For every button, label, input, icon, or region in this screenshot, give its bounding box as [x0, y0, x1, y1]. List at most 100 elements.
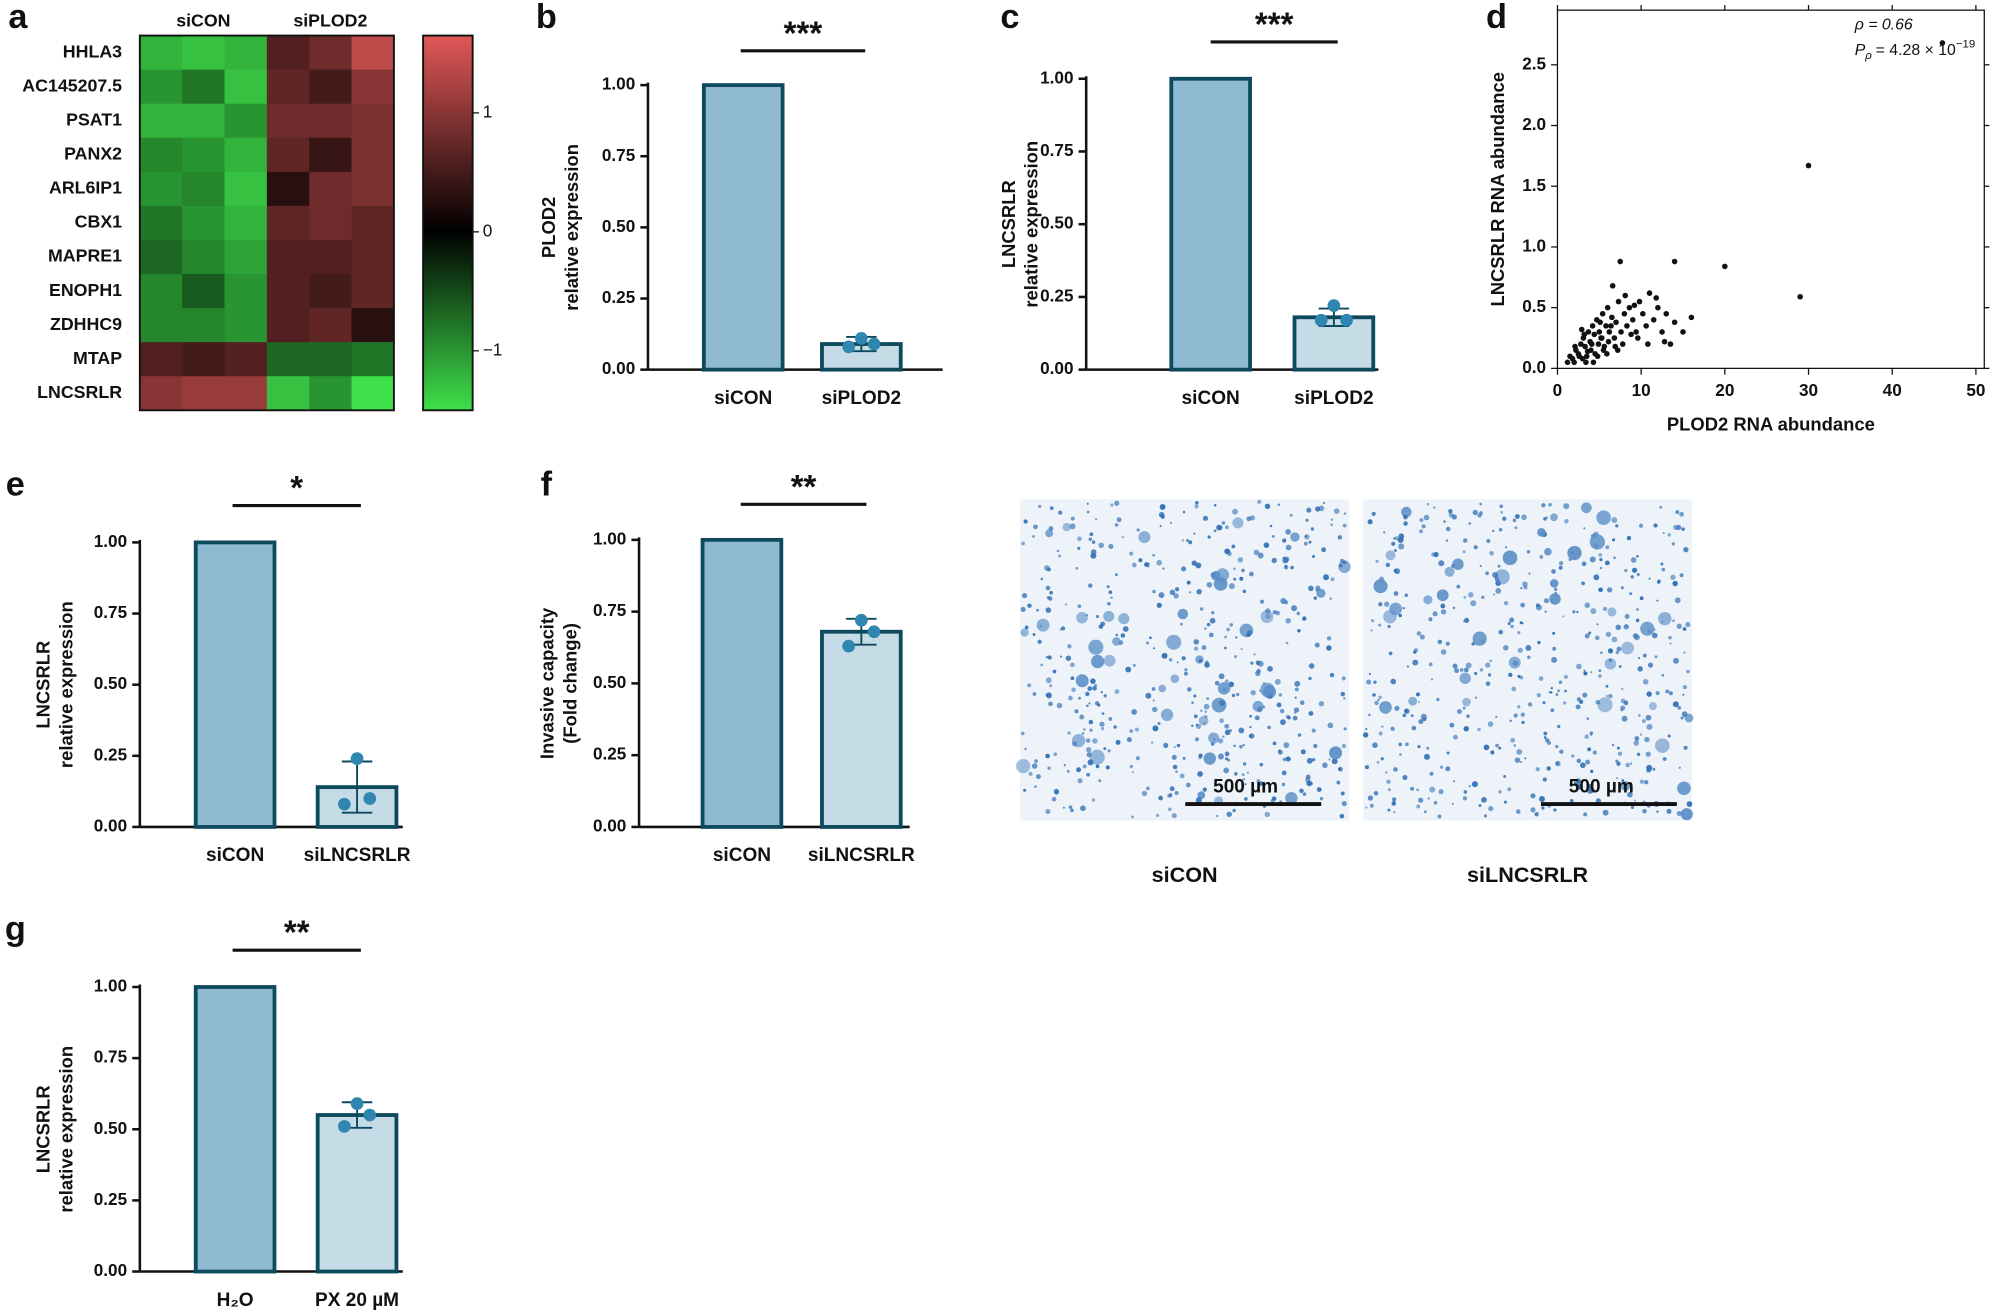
- cell: [1642, 653, 1647, 658]
- cell: [1242, 744, 1245, 747]
- cell: [1604, 560, 1610, 566]
- cell: [1226, 551, 1232, 557]
- cell: [1530, 807, 1536, 813]
- cell: [1269, 524, 1273, 528]
- cell: [1326, 645, 1332, 651]
- cell: [1446, 751, 1450, 755]
- cell: [1195, 723, 1202, 730]
- cell: [1207, 535, 1211, 539]
- cell: [1278, 693, 1283, 697]
- x-tick-label: 50: [1966, 380, 1985, 400]
- cell: [1068, 695, 1073, 701]
- heat-cell: [351, 103, 395, 139]
- cell: [1169, 589, 1176, 596]
- row-label: ENOPH1: [49, 280, 122, 300]
- cell: [1033, 524, 1038, 530]
- cell: [1182, 510, 1186, 514]
- y-axis-label: LNCSRLR: [32, 1085, 53, 1173]
- y-tick-label: 0.75: [602, 145, 636, 165]
- cell: [1224, 646, 1227, 650]
- cell: [1589, 556, 1596, 563]
- cell: [1509, 719, 1512, 723]
- cell: [1653, 628, 1656, 631]
- cell: [1131, 771, 1134, 774]
- replicate-point: [855, 331, 868, 345]
- cell: [1058, 510, 1063, 515]
- cell: [1652, 767, 1656, 771]
- cell: [1667, 734, 1671, 738]
- cell: [1636, 554, 1639, 558]
- cell: [1233, 744, 1236, 748]
- cell: [1170, 674, 1180, 684]
- y-tick-label: 0.00: [94, 815, 127, 835]
- cell: [1312, 757, 1316, 762]
- cell: [1309, 781, 1313, 786]
- cell: [1445, 526, 1451, 532]
- cell: [1527, 702, 1533, 707]
- cell: [1090, 678, 1096, 684]
- cell: [1308, 676, 1312, 681]
- cell: [1248, 733, 1255, 739]
- cell: [1258, 781, 1264, 786]
- cell: [1146, 786, 1150, 791]
- scatter-point: [1663, 310, 1670, 317]
- cell: [1534, 812, 1539, 817]
- cell: [1438, 560, 1445, 567]
- y-axis-label: relative expression: [55, 1046, 76, 1213]
- cell: [1440, 649, 1447, 655]
- cell: [1313, 596, 1317, 600]
- scatter-point: [1578, 341, 1584, 347]
- cell: [1618, 665, 1622, 668]
- scatter-point: [1597, 319, 1603, 326]
- cell: [1417, 700, 1420, 703]
- cell: [1463, 596, 1467, 599]
- cell: [1639, 596, 1644, 601]
- cell: [1223, 767, 1230, 774]
- cell: [1241, 773, 1245, 777]
- cell: [1234, 655, 1237, 659]
- cell: [1271, 796, 1277, 801]
- cell: [1175, 770, 1178, 774]
- cell: [1027, 683, 1032, 688]
- cell: [1070, 808, 1074, 813]
- cell: [1403, 521, 1408, 526]
- cell: [1677, 705, 1682, 710]
- cell: [1562, 615, 1565, 618]
- cell: [1063, 764, 1066, 767]
- cell: [1047, 766, 1051, 770]
- cell: [1333, 508, 1340, 514]
- cell: [1271, 534, 1275, 538]
- cell: [1485, 571, 1489, 576]
- scatter-point: [1680, 329, 1686, 335]
- cell: [1575, 704, 1581, 710]
- cell: [1487, 721, 1494, 727]
- y-tick-label: 0.25: [602, 287, 636, 307]
- cell: [1107, 602, 1111, 606]
- cell: [1086, 747, 1092, 753]
- cell: [1439, 765, 1444, 769]
- panel-letter: g: [5, 910, 26, 948]
- cell: [1598, 553, 1603, 557]
- cell: [1452, 558, 1464, 570]
- cell: [1198, 755, 1202, 760]
- cell: [1181, 656, 1186, 661]
- cell: [1077, 536, 1082, 542]
- cell: [1401, 538, 1404, 541]
- cell: [1210, 742, 1215, 746]
- cell: [1185, 782, 1191, 788]
- cell: [1272, 741, 1277, 746]
- cell: [1393, 537, 1396, 540]
- cell: [1489, 550, 1494, 556]
- cell: [1208, 732, 1220, 744]
- cell: [1370, 619, 1375, 623]
- cell: [1371, 511, 1376, 516]
- scatter-point: [1599, 335, 1605, 341]
- cell: [1152, 699, 1155, 702]
- cell: [1551, 569, 1556, 574]
- cell: [1624, 614, 1630, 619]
- cell: [1417, 745, 1421, 749]
- cell: [1498, 790, 1502, 794]
- cell: [1665, 689, 1670, 694]
- cell: [1316, 588, 1326, 598]
- heat-cell: [224, 239, 268, 275]
